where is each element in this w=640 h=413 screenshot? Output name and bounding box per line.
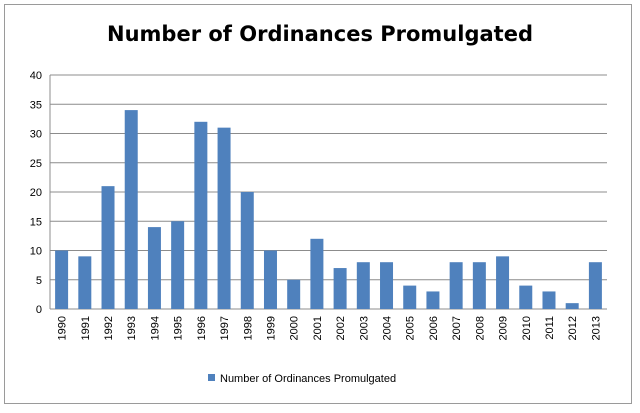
x-tick-label: 2012	[567, 316, 579, 340]
y-tick-label: 0	[36, 304, 42, 316]
x-tick-label: 2004	[382, 316, 394, 340]
x-tick-label: 1991	[80, 316, 92, 340]
x-tick-labels: 1990 1991 1992 1993 1994 1995 1996 1997 1998 1999…	[57, 316, 603, 340]
bar	[380, 262, 394, 309]
bar	[426, 291, 440, 309]
x-tick-label: 2008	[474, 316, 486, 340]
legend-label: Number of Ordinances Promulgated	[220, 373, 396, 385]
gridlines	[49, 74, 607, 310]
x-tick-label: 1998	[242, 316, 254, 340]
y-tick-label: 40	[30, 70, 42, 82]
x-tick-label: 1993	[126, 316, 138, 340]
bar	[472, 262, 486, 309]
bar	[588, 262, 602, 309]
x-tick-label: 2006	[428, 316, 440, 340]
y-tick-label: 35	[30, 99, 42, 111]
y-tick-label: 10	[30, 246, 42, 258]
y-tick-labels: 0 5 10 15 20 25 30 35 40	[30, 70, 42, 316]
bar	[310, 238, 324, 309]
bar	[496, 256, 510, 309]
x-tick-label: 2005	[405, 316, 417, 340]
x-tick-label: 1999	[265, 316, 277, 340]
bar	[147, 227, 161, 309]
y-tick-label: 20	[30, 187, 42, 199]
x-tick-label: 2009	[498, 316, 510, 340]
x-tick-label: 2003	[358, 316, 370, 340]
bar	[124, 110, 138, 309]
x-tick-label: 1990	[57, 316, 69, 340]
bar	[519, 285, 533, 309]
bar	[55, 250, 69, 309]
x-tick-label: 2002	[335, 316, 347, 340]
x-tick-label: 1994	[149, 316, 161, 340]
x-tick-label: 1997	[219, 316, 231, 340]
x-tick-label: 1995	[173, 316, 185, 340]
bar	[171, 221, 185, 309]
x-tick-label: 1996	[196, 316, 208, 340]
bar	[217, 127, 231, 310]
bar	[356, 262, 370, 309]
bar	[542, 291, 556, 309]
bars	[55, 110, 602, 310]
bar	[78, 256, 92, 309]
x-tick-label: 2013	[590, 316, 602, 340]
bar	[240, 192, 254, 309]
chart-title: Number of Ordinances Promulgated	[107, 22, 533, 46]
bar	[333, 268, 347, 309]
y-tick-label: 15	[30, 216, 42, 228]
x-tick-label: 2000	[289, 316, 301, 340]
x-tick-label: 2001	[312, 316, 324, 340]
y-tick-label: 25	[30, 158, 42, 170]
bar	[101, 186, 115, 309]
legend: Number of Ordinances Promulgated	[208, 373, 396, 385]
x-tick-label: 1992	[103, 316, 115, 340]
y-tick-label: 5	[36, 275, 42, 287]
legend-swatch	[208, 374, 215, 381]
x-tick-label: 2011	[544, 316, 556, 340]
x-tick-label: 2010	[521, 316, 533, 340]
bar	[565, 303, 579, 309]
bar	[263, 250, 277, 309]
x-tick-label: 2007	[451, 316, 463, 340]
bar	[449, 262, 463, 309]
bar	[287, 279, 301, 309]
bar	[403, 285, 417, 309]
y-tick-label: 30	[30, 129, 42, 141]
bar	[194, 121, 208, 309]
